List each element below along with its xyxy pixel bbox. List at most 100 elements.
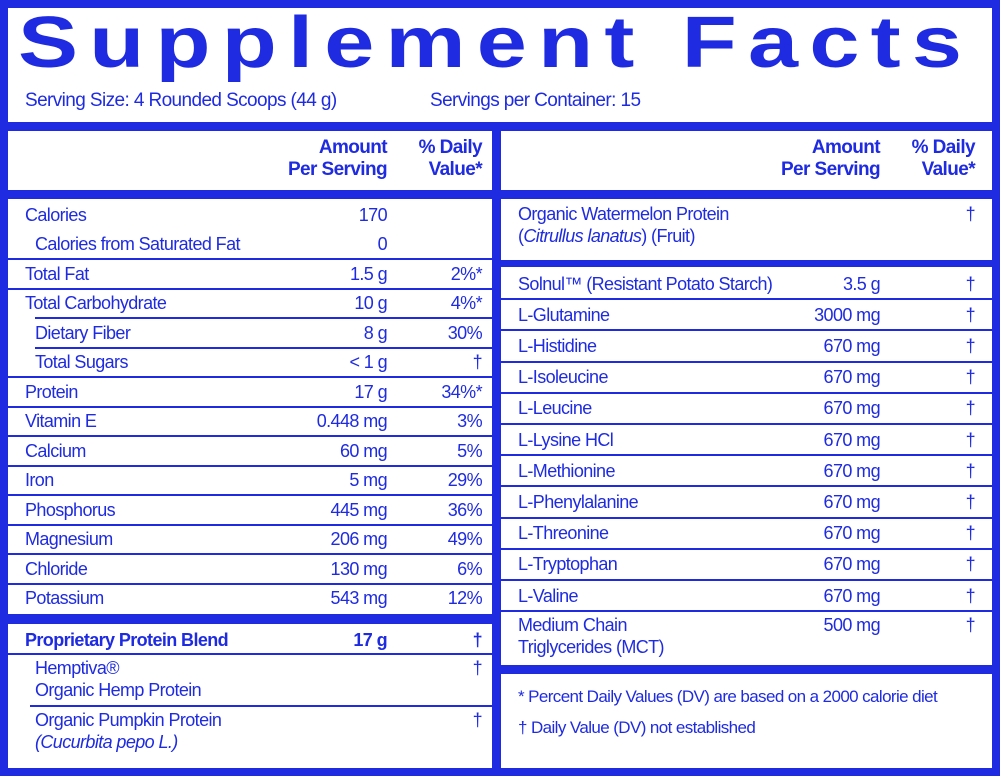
item-text: L-Lysine HCl bbox=[518, 429, 614, 450]
amount: 5 mg bbox=[349, 470, 387, 491]
text-segment: ( bbox=[518, 226, 524, 246]
item-text: Phosphorus bbox=[25, 499, 116, 520]
rule bbox=[8, 464, 492, 467]
header-daily-value: % Daily bbox=[418, 137, 483, 158]
rule bbox=[8, 376, 492, 378]
servings-per-container: Servings per Container: 15 bbox=[430, 90, 641, 111]
daily-value: † bbox=[472, 630, 483, 650]
header-daily-value: Value* bbox=[428, 159, 483, 180]
amount: 0 bbox=[377, 234, 388, 255]
daily-value: 49% bbox=[447, 529, 483, 550]
daily-value: † bbox=[965, 398, 976, 419]
item-text: L-Methionine bbox=[518, 460, 615, 481]
amount: 3000 mg bbox=[814, 304, 880, 325]
rule bbox=[0, 0, 1000, 8]
item-text: Calories bbox=[25, 204, 87, 225]
header-amount: Amount bbox=[811, 137, 881, 158]
daily-value: 4%* bbox=[450, 293, 483, 314]
rule bbox=[500, 391, 992, 394]
rule bbox=[500, 360, 992, 363]
rule bbox=[0, 614, 495, 624]
rule bbox=[500, 665, 992, 675]
item-text: Total Sugars bbox=[35, 352, 128, 373]
rule bbox=[0, 0, 8, 776]
daily-value: † bbox=[965, 204, 976, 224]
item-text: Solnul™ (Resistant Potato Starch) bbox=[518, 273, 773, 294]
item-text: L-Leucine bbox=[518, 398, 592, 419]
item-text: Magnesium bbox=[25, 529, 113, 550]
rule bbox=[500, 329, 992, 332]
rule bbox=[500, 579, 992, 581]
daily-value: † bbox=[965, 336, 976, 356]
rule bbox=[500, 454, 992, 457]
daily-value: † bbox=[965, 273, 976, 294]
daily-value: 3% bbox=[457, 411, 482, 432]
item-text: Organic Pumpkin Protein bbox=[35, 710, 222, 730]
rule bbox=[8, 405, 492, 408]
item-text: Potassium bbox=[25, 588, 104, 609]
amount: 206 mg bbox=[330, 529, 388, 550]
item-text: Iron bbox=[25, 470, 54, 491]
daily-value: † bbox=[965, 554, 976, 575]
daily-value: 5% bbox=[457, 440, 482, 461]
daily-value: † bbox=[965, 523, 976, 544]
text-segment: ) (Fruit) bbox=[641, 226, 695, 246]
amount: 670 mg bbox=[823, 585, 881, 606]
amount: 17 g bbox=[353, 630, 387, 650]
serving-size: Serving Size: 4 Rounded Scoops (44 g) bbox=[25, 90, 337, 111]
rule bbox=[8, 653, 492, 655]
text-segment: Citrullus lanatus bbox=[523, 226, 642, 246]
amount: 8 g bbox=[363, 322, 388, 343]
amount: 670 mg bbox=[823, 367, 881, 388]
item-text: Organic Hemp Protein bbox=[35, 680, 202, 700]
daily-value: 30% bbox=[447, 322, 483, 343]
rule bbox=[35, 346, 492, 349]
daily-value: † bbox=[965, 615, 976, 636]
item-text: Total Carbohydrate bbox=[25, 293, 167, 314]
daily-value: 12% bbox=[447, 588, 483, 609]
amount: 670 mg bbox=[823, 492, 881, 512]
item-text: (Citrullus lanatus) (Fruit) bbox=[518, 225, 695, 247]
amount: 0.448 mg bbox=[316, 411, 388, 432]
item-text: Medium Chain bbox=[518, 615, 627, 636]
item-text: Total Fat bbox=[25, 263, 89, 284]
item-text: Proprietary Protein Blend bbox=[25, 630, 229, 650]
amount: 10 g bbox=[354, 293, 387, 314]
item-text: L-Threonine bbox=[518, 523, 609, 544]
header-amount: Per Serving bbox=[287, 159, 388, 180]
rule bbox=[500, 260, 992, 267]
rule bbox=[500, 516, 992, 519]
item-text: Calcium bbox=[25, 440, 86, 461]
amount: 445 mg bbox=[330, 499, 388, 520]
daily-value: † bbox=[472, 352, 483, 373]
daily-value: † bbox=[472, 710, 483, 730]
amount: 670 mg bbox=[823, 460, 881, 481]
rule bbox=[8, 553, 492, 555]
header-daily-value: Value* bbox=[921, 159, 976, 180]
daily-value: † bbox=[965, 585, 976, 606]
amount: 670 mg bbox=[823, 398, 881, 419]
rule bbox=[992, 0, 1000, 776]
rule bbox=[500, 485, 992, 488]
daily-value: 36% bbox=[447, 499, 483, 520]
amount: 670 mg bbox=[823, 554, 881, 575]
rule bbox=[500, 547, 992, 550]
rule bbox=[35, 317, 492, 319]
amount: 670 mg bbox=[823, 523, 881, 544]
header-amount: Amount bbox=[318, 137, 388, 158]
daily-value: † bbox=[965, 367, 976, 388]
amount: 170 bbox=[358, 204, 388, 225]
daily-value: 29% bbox=[447, 470, 483, 491]
rule bbox=[492, 122, 501, 776]
item-text: Vitamin E bbox=[25, 411, 97, 432]
item-text: Protein bbox=[25, 381, 78, 402]
daily-value: † bbox=[472, 658, 483, 678]
amount: 543 mg bbox=[330, 588, 388, 609]
item-text: L-Isoleucine bbox=[518, 367, 608, 388]
rule bbox=[8, 435, 492, 437]
daily-value: † bbox=[965, 460, 976, 481]
amount: 670 mg bbox=[823, 336, 881, 356]
item-text: Calories from Saturated Fat bbox=[35, 234, 240, 255]
amount: 3.5 g bbox=[842, 273, 881, 294]
